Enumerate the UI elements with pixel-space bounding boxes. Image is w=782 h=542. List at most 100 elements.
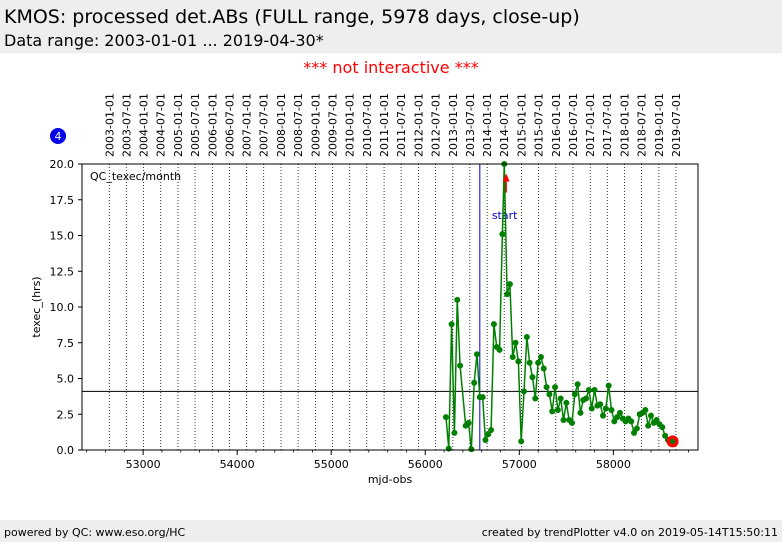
data-point [535, 359, 542, 366]
data-point [515, 358, 522, 365]
x-tick-label: 56000 [408, 458, 443, 471]
date-tick-label: 2003-01-01 [103, 93, 116, 157]
data-point [454, 296, 461, 303]
data-point [468, 446, 475, 453]
data-point [574, 381, 581, 388]
data-point [546, 391, 553, 398]
x-tick-label: 53000 [126, 458, 161, 471]
badge-count: 4 [55, 130, 62, 143]
date-tick-label: 2019-07-01 [670, 93, 683, 157]
chart-marks: start [82, 161, 698, 453]
data-point [526, 359, 533, 366]
data-point [499, 231, 506, 238]
data-point [563, 399, 570, 406]
date-tick-label: 2008-07-01 [292, 93, 305, 157]
data-point [642, 406, 649, 413]
data-point [662, 432, 669, 439]
x-tick-label: 55000 [314, 458, 349, 471]
footer-bar: powered by QC: www.eso.org/HC created by… [0, 520, 782, 542]
date-tick-label: 2018-01-01 [619, 93, 632, 157]
data-point [616, 409, 623, 416]
y-tick-label: 15.0 [50, 230, 75, 243]
data-point [537, 354, 544, 361]
date-tick-label: 2017-01-01 [584, 93, 597, 157]
date-tick-label: 2018-07-01 [636, 93, 649, 157]
y-tick-label: 20.0 [50, 158, 75, 171]
data-point [602, 405, 609, 412]
date-tick-label: 2010-01-01 [344, 93, 357, 157]
date-tick-label: 2013-07-01 [464, 93, 477, 157]
data-point [631, 429, 638, 436]
date-tick-label: 2003-07-01 [120, 93, 133, 157]
data-point [479, 394, 486, 401]
date-tick-label: 2006-01-01 [206, 93, 219, 157]
date-tick-label: 2015-07-01 [532, 93, 545, 157]
data-point [471, 379, 478, 386]
data-point [521, 388, 528, 395]
data-point [597, 401, 604, 408]
data-point [509, 354, 516, 361]
data-point [490, 321, 497, 328]
x-tick-label: 58000 [596, 458, 631, 471]
date-tick-label: 2005-07-01 [189, 93, 202, 157]
data-point [591, 386, 598, 393]
data-point [518, 438, 525, 445]
x-tick-label: 57000 [502, 458, 537, 471]
data-point [442, 414, 449, 421]
data-point [448, 321, 455, 328]
out-of-range-arrow-head [502, 173, 510, 182]
data-point [540, 365, 547, 372]
data-point [529, 374, 536, 381]
y-tick-label: 0.0 [57, 444, 75, 457]
data-point [482, 436, 489, 443]
footer-created-by: created by trendPlotter v4.0 on 2019-05-… [481, 526, 778, 539]
data-point [628, 418, 635, 425]
data-point [488, 426, 495, 433]
data-point [600, 412, 607, 419]
data-point [504, 291, 511, 298]
badge-circle [50, 128, 66, 144]
data-point [543, 384, 550, 391]
date-tick-label: 2011-07-01 [395, 93, 408, 157]
date-tick-label: 2016-01-01 [550, 93, 563, 157]
date-tick-label: 2007-01-01 [241, 93, 254, 157]
date-tick-label: 2009-01-01 [309, 93, 322, 157]
data-point [473, 351, 480, 358]
data-point [608, 406, 615, 413]
data-point [645, 422, 652, 429]
page-subtitle: Data range: 2003-01-01 ... 2019-04-30* [4, 31, 324, 50]
y-tick-label: 12.5 [50, 265, 75, 278]
data-point [659, 424, 666, 431]
date-tick-label: 2017-07-01 [601, 93, 614, 157]
data-point [496, 346, 503, 353]
data-point [611, 418, 618, 425]
data-point [577, 409, 584, 416]
data-point [552, 384, 559, 391]
latest-point-core [670, 438, 676, 444]
x-tick-label: 54000 [220, 458, 255, 471]
data-point [614, 414, 621, 421]
date-tick-label: 2006-07-01 [223, 93, 236, 157]
date-tick-labels: 2003-01-01 2003-07-01 2004-01-01 2004-07-01… [103, 93, 683, 157]
data-point [568, 419, 575, 426]
y-tick-label: 7.5 [57, 337, 75, 350]
date-tick-label: 2014-01-01 [481, 93, 494, 157]
date-tick-label: 2004-01-01 [138, 93, 151, 157]
date-tick-label: 2007-07-01 [258, 93, 271, 157]
data-point [633, 425, 640, 432]
page-title: KMOS: processed det.ABs (FULL range, 597… [4, 6, 580, 28]
data-point [588, 405, 595, 412]
date-tick-label: 2015-01-01 [515, 93, 528, 157]
data-point [512, 339, 519, 346]
date-tick-label: 2005-01-01 [172, 93, 185, 157]
y-tick-label: 17.5 [50, 194, 75, 207]
x-axis-label: mjd-obs [368, 473, 413, 486]
date-tick-label: 2013-01-01 [447, 93, 460, 157]
date-tick-label: 2008-01-01 [275, 93, 288, 157]
y-tick-label: 10.0 [50, 301, 75, 314]
header-bar: KMOS: processed det.ABs (FULL range, 597… [0, 0, 782, 53]
y-axis-label: texec_(hrs) [30, 276, 43, 337]
data-point [523, 334, 530, 341]
data-point [653, 416, 660, 423]
